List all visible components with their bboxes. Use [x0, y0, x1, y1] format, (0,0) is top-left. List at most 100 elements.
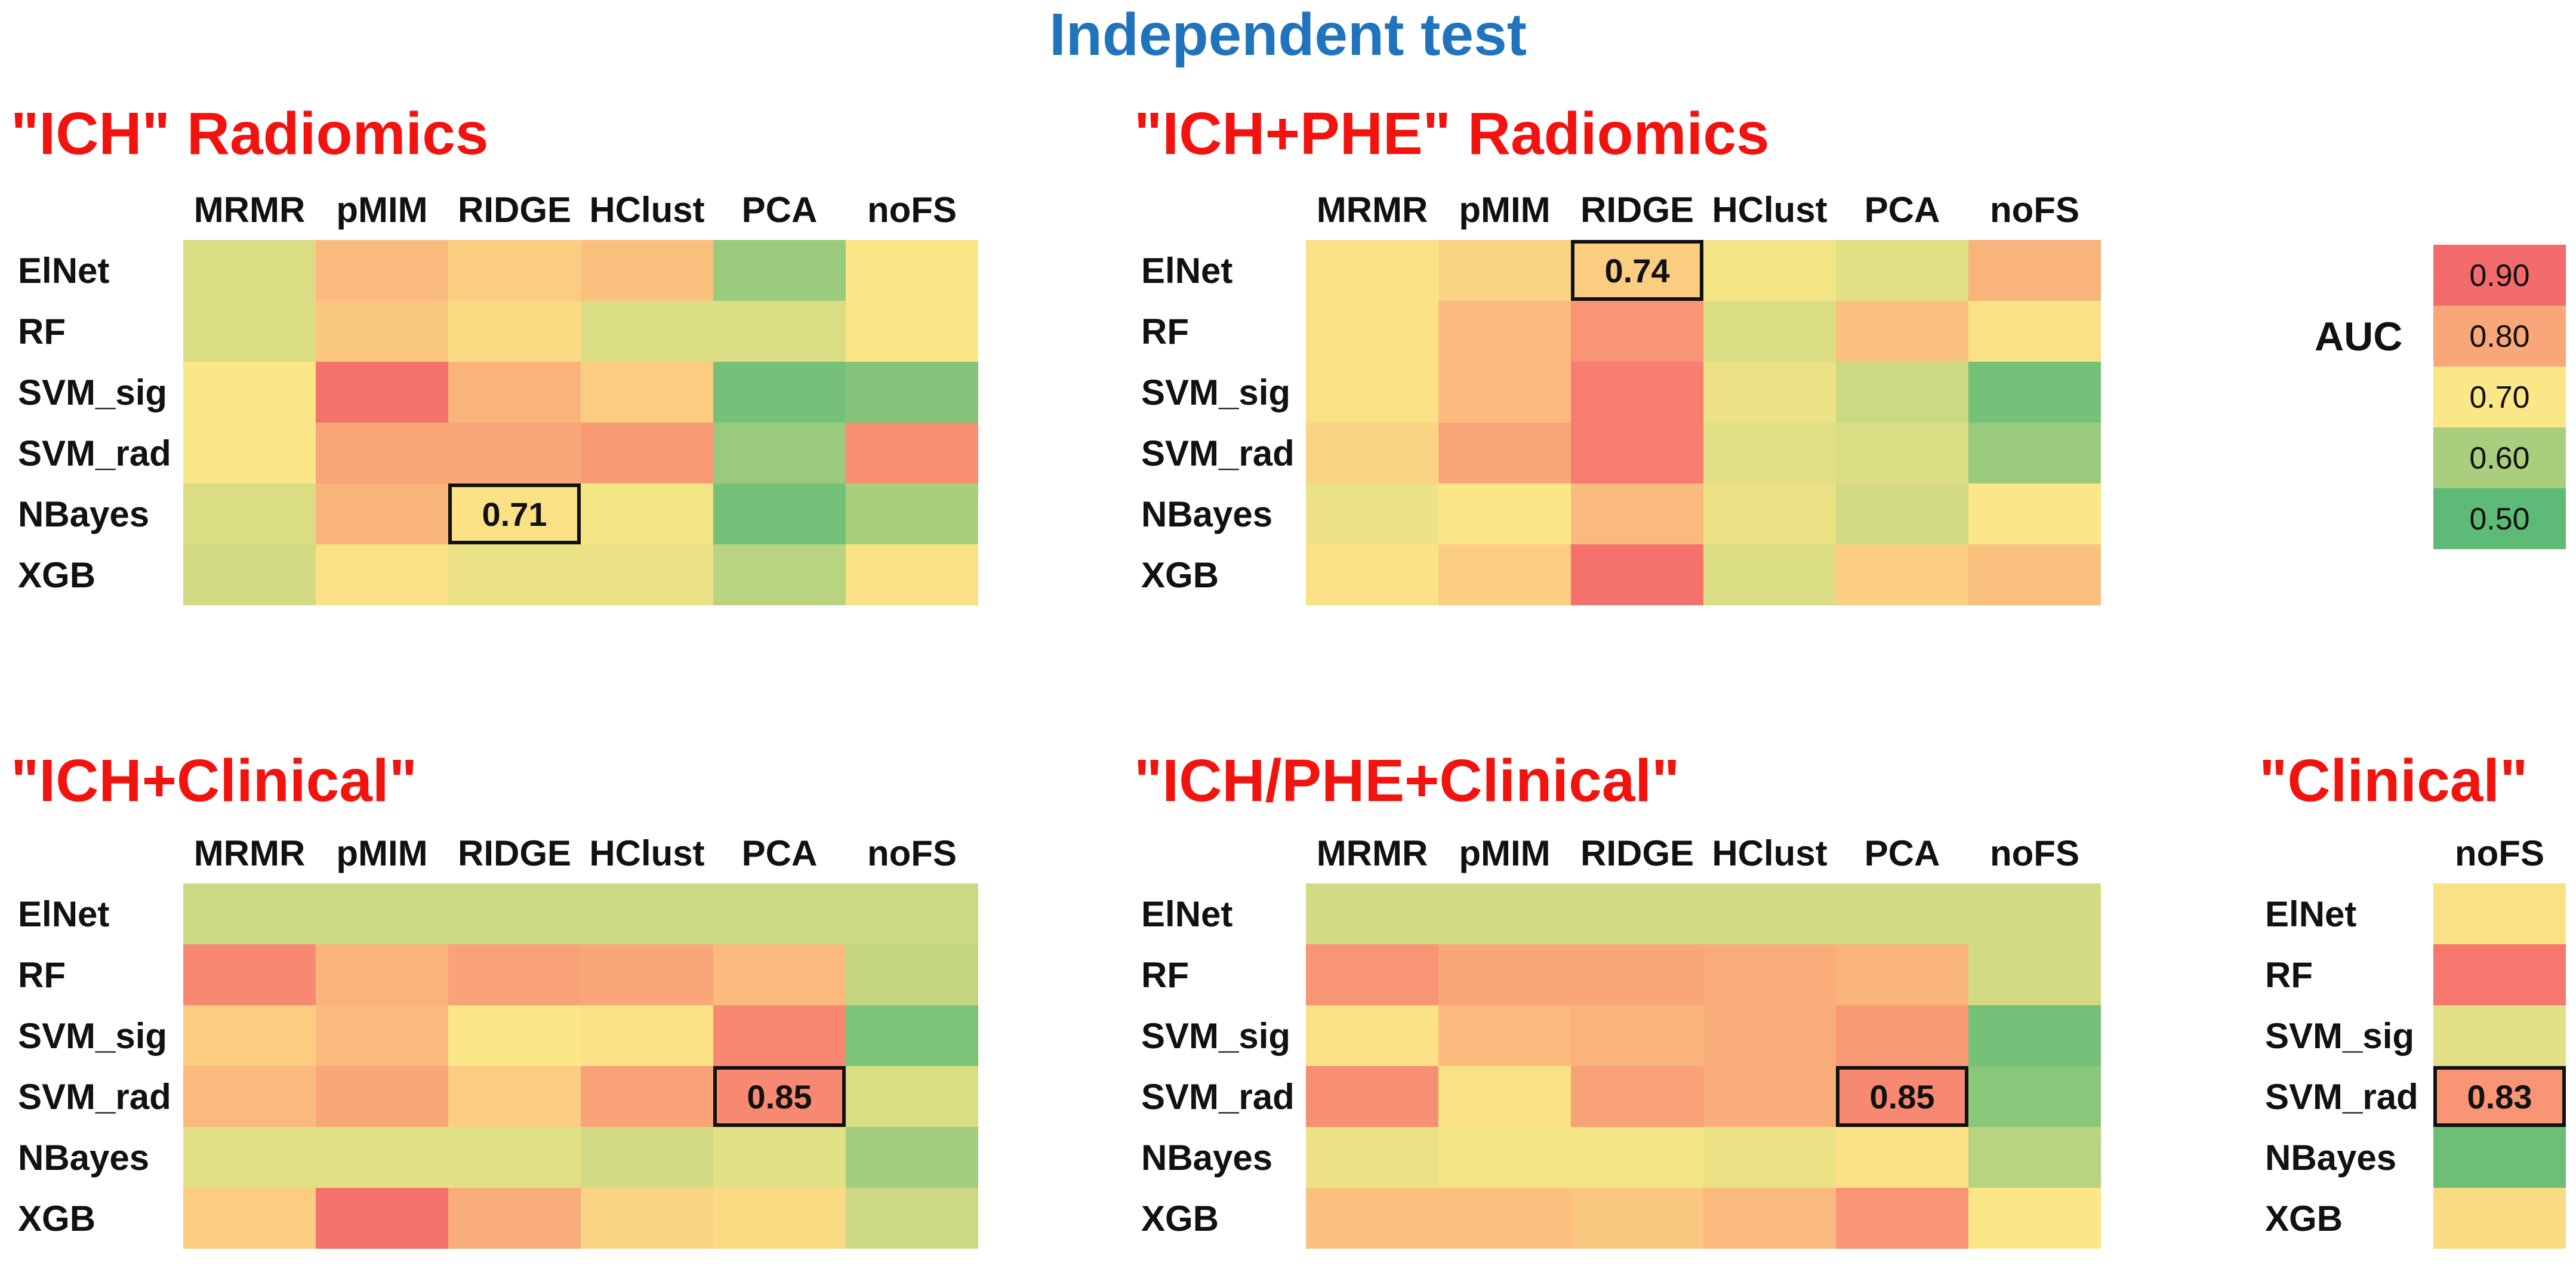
- heatmap-cell: [448, 883, 581, 944]
- heatmap-cell: [846, 883, 978, 944]
- best-auc-highlight-box: [713, 1066, 846, 1127]
- figure-title: Independent test: [1049, 1, 1527, 68]
- heatmap-cell: [1836, 240, 1968, 301]
- row-label: SVM_rad: [18, 1077, 171, 1117]
- column-label: pMIM: [336, 833, 427, 873]
- best-auc-value-label: 0.85: [747, 1078, 812, 1116]
- row-label: RF: [1141, 955, 1189, 995]
- heatmap-cell: [581, 544, 713, 605]
- heatmap-cell: [846, 301, 978, 362]
- heatmap-cell: [1836, 1188, 1968, 1249]
- heatmap-cell: [1703, 362, 1836, 423]
- heatmap-cell: [581, 944, 713, 1005]
- row-label: RF: [2265, 955, 2313, 995]
- heatmap-cell: [1968, 1005, 2101, 1066]
- heatmap-cell: [1968, 883, 2101, 944]
- heatmap-cell: [1571, 240, 1703, 301]
- heatmap-cell: [1703, 1188, 1836, 1249]
- heatmap-cell: [1438, 944, 1571, 1005]
- column-label: pMIM: [1459, 190, 1550, 230]
- heatmap-cell: [1836, 362, 1968, 423]
- row-label: ElNet: [1141, 251, 1232, 291]
- heatmap-cell: [183, 362, 316, 423]
- heatmap-panel: "Clinical" noFS ElNet RF SVM_sig SVM_rad NBaye…: [2259, 747, 2566, 1249]
- heatmap-cell: [1438, 301, 1571, 362]
- heatmap-cell: [1306, 483, 1438, 544]
- row-label: RF: [1141, 312, 1189, 352]
- row-label: ElNet: [2265, 894, 2356, 934]
- legend-swatch: [2433, 427, 2566, 488]
- heatmap-cell: [1571, 944, 1703, 1005]
- heatmap-cell: [1703, 1005, 1836, 1066]
- column-label: noFS: [2455, 833, 2544, 873]
- heatmap-cell: [316, 883, 448, 944]
- heatmap-cell: [1836, 544, 1968, 605]
- heatmap-cell: [448, 240, 581, 301]
- row-label: SVM_sig: [18, 1016, 167, 1056]
- heatmap-cell: [316, 944, 448, 1005]
- row-label: SVM_rad: [1141, 1077, 1295, 1117]
- heatmap-cell: [1968, 1188, 2101, 1249]
- best-auc-value-label: 0.74: [1605, 252, 1670, 289]
- heatmap-cell: [448, 423, 581, 483]
- heatmap-cell: [581, 1188, 713, 1249]
- row-label: NBayes: [2265, 1138, 2396, 1178]
- heatmap-cell: [581, 301, 713, 362]
- heatmap-cell: [713, 544, 846, 605]
- heatmap-cell: [448, 301, 581, 362]
- heatmap-cell: [448, 1005, 581, 1066]
- heatmap-cell: [581, 1005, 713, 1066]
- heatmap-cell: [1571, 1188, 1703, 1249]
- heatmap-cell: [2433, 883, 2566, 944]
- heatmap-cell: [1438, 1005, 1571, 1066]
- column-label: HClust: [1712, 833, 1827, 873]
- heatmap-cell: [1438, 1127, 1571, 1188]
- row-label: SVM_rad: [2265, 1077, 2418, 1117]
- heatmap-cell: [1438, 362, 1571, 423]
- heatmap-panel: "ICH+Clinical" MRMR pMIM RIDGE HClust PCA noFS…: [11, 747, 978, 1249]
- legend-swatch: [2433, 366, 2566, 427]
- legend-value-label: 0.70: [2469, 380, 2529, 415]
- row-label: ElNet: [18, 894, 109, 934]
- best-auc-value-label: 0.71: [482, 495, 547, 533]
- heatmap-cell: [1703, 483, 1836, 544]
- legend-value-label: 0.90: [2469, 258, 2529, 293]
- heatmap-cell: [448, 1127, 581, 1188]
- row-label: NBayes: [1141, 494, 1272, 534]
- heatmap-cell: [713, 483, 846, 544]
- best-auc-highlight-box: [1836, 1066, 1968, 1127]
- heatmap-cell: [316, 544, 448, 605]
- heatmap-cell: [316, 1127, 448, 1188]
- row-label: SVM_sig: [1141, 1016, 1290, 1056]
- heatmap-cell: [1306, 1188, 1438, 1249]
- heatmap-cell: [846, 362, 978, 423]
- legend-value-label: 0.80: [2469, 319, 2529, 354]
- heatmap-cell: [581, 362, 713, 423]
- heatmap-cell: [183, 1066, 316, 1127]
- heatmap-cell: [581, 1066, 713, 1127]
- row-label: RF: [18, 955, 66, 995]
- heatmap-cell: [183, 1005, 316, 1066]
- heatmap-cell: [581, 423, 713, 483]
- row-label: SVM_sig: [2265, 1016, 2414, 1056]
- heatmap-cell: [713, 883, 846, 944]
- column-label: MRMR: [1317, 833, 1428, 873]
- heatmap-cell: [846, 423, 978, 483]
- row-label: XGB: [1141, 555, 1219, 595]
- heatmap-cell: [713, 362, 846, 423]
- heatmap-cell: [1306, 240, 1438, 301]
- heatmap-cell: [1836, 1127, 1968, 1188]
- heatmap-cell: [581, 883, 713, 944]
- heatmap-cell: [1571, 1127, 1703, 1188]
- heatmap-cell: [1438, 544, 1571, 605]
- heatmap-cell: [448, 944, 581, 1005]
- heatmap-cell: [183, 423, 316, 483]
- heatmap-cell: [581, 483, 713, 544]
- column-label: noFS: [867, 833, 957, 873]
- column-label: noFS: [867, 190, 957, 230]
- column-label: HClust: [589, 833, 704, 873]
- row-label: XGB: [18, 555, 95, 595]
- column-label: RIDGE: [458, 190, 571, 230]
- heatmap-cell: [1836, 883, 1968, 944]
- heatmap-cell: [183, 544, 316, 605]
